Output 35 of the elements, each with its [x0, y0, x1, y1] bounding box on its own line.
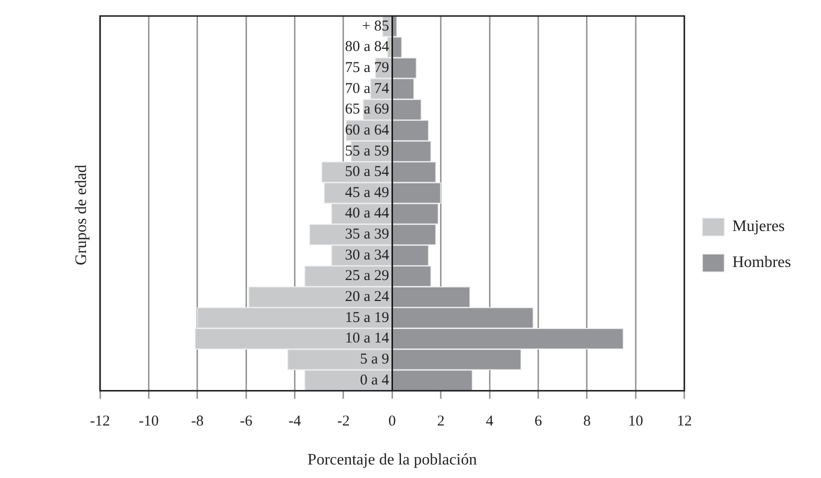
x-tick-label: 8	[583, 414, 591, 430]
y-tick-label: + 85	[362, 18, 390, 34]
y-tick-label: 5 a 9	[360, 352, 390, 368]
y-tick-label: 15 a 19	[345, 310, 390, 326]
legend-label: Mujeres	[732, 218, 785, 236]
y-tick-label: 50 a 54	[345, 164, 390, 180]
y-tick-label: 20 a 24	[345, 289, 390, 306]
y-tick-label: 55 a 59	[345, 143, 390, 160]
x-tick-label: 12	[676, 414, 692, 430]
y-tick-label: 70 a 74	[345, 80, 390, 97]
x-tick-label: 6	[534, 414, 543, 430]
y-tick-label: 80 a 84	[345, 39, 390, 56]
y-tick-label: 45 a 49	[345, 184, 390, 201]
x-tick-label: -12	[90, 414, 110, 430]
x-tick-label: -8	[191, 414, 204, 430]
x-tick-label: 10	[628, 414, 644, 430]
y-tick-label: 35 a 39	[345, 226, 390, 243]
y-tick-label: 30 a 34	[345, 247, 390, 264]
x-tick-label: -10	[138, 414, 159, 430]
y-tick-label: 25 a 29	[345, 268, 390, 284]
legend-label: Hombres	[732, 254, 791, 272]
y-tick-label: 65 a 69	[345, 102, 390, 118]
y-tick-label: 40 a 44	[345, 206, 390, 222]
x-tick-label: 0	[388, 414, 396, 430]
x-tick-label: 2	[437, 414, 445, 430]
y-tick-label: 75 a 79	[345, 60, 390, 76]
x-tick-label: -2	[337, 414, 350, 430]
y-axis-title: Grupos de edad	[73, 164, 91, 266]
x-tick-label: -4	[288, 414, 302, 430]
y-tick-label: 10 a 14	[345, 330, 390, 347]
y-tick-label: 60 a 64	[345, 122, 390, 138]
x-tick-label: -6	[240, 414, 253, 430]
y-tick-label: 0 a 4	[360, 372, 390, 388]
x-tick-label: 4	[486, 414, 494, 430]
x-axis-title: Porcentaje de la población	[308, 452, 477, 469]
